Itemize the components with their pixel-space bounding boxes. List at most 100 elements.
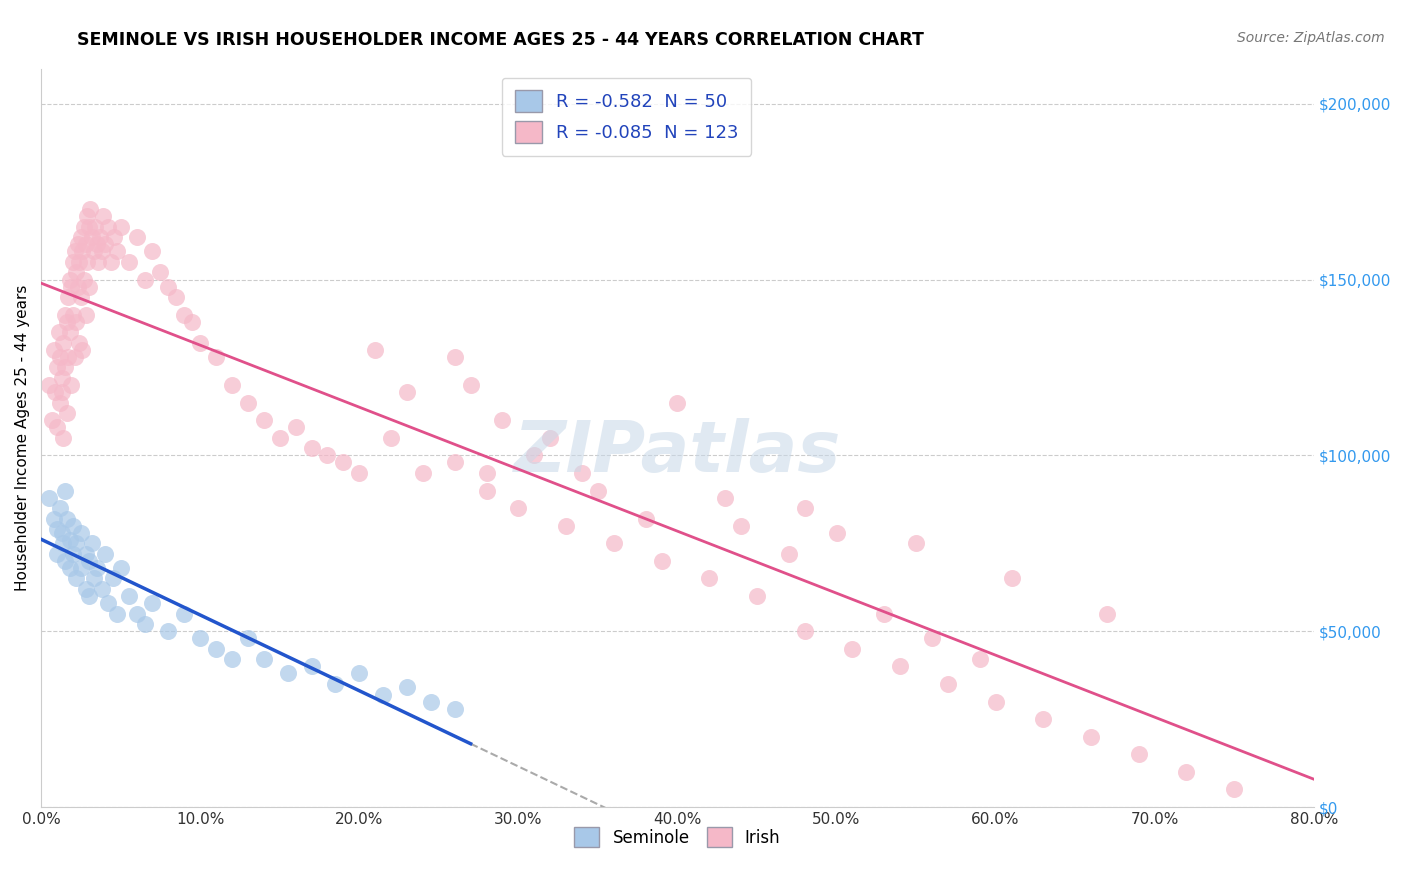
Point [77, 219, 100, 234]
Point [107, 607, 129, 621]
Point [921, 632, 943, 646]
Point [100, 255, 122, 269]
Point [55, 511, 77, 525]
Point [93, 547, 115, 561]
Point [395, 385, 418, 400]
Point [173, 607, 195, 621]
Point [110, 561, 132, 575]
Point [49, 501, 72, 516]
Point [77, 589, 100, 603]
Point [117, 255, 139, 269]
Point [443, 350, 465, 364]
Point [825, 525, 848, 540]
Point [65, 315, 87, 329]
Point [134, 617, 156, 632]
Point [538, 431, 561, 445]
Point [65, 572, 87, 586]
Point [89, 230, 111, 244]
Point [56, 350, 79, 364]
Point [1032, 712, 1054, 726]
Point [714, 491, 737, 505]
Point [41, 413, 63, 427]
Point [53, 360, 76, 375]
Point [349, 666, 371, 681]
Point [221, 378, 243, 392]
Point [51, 385, 73, 400]
Point [80, 230, 103, 244]
Point [332, 455, 354, 469]
Point [103, 230, 125, 244]
Point [84, 219, 107, 234]
Point [90, 244, 112, 259]
Point [149, 265, 172, 279]
Point [53, 483, 76, 498]
Point [969, 652, 991, 666]
Point [52, 431, 75, 445]
Point [253, 413, 276, 427]
Point [59, 561, 82, 575]
Point [157, 624, 180, 639]
Point [125, 607, 148, 621]
Point [55, 315, 77, 329]
Point [905, 536, 928, 550]
Point [253, 652, 276, 666]
Point [46, 360, 69, 375]
Point [419, 694, 441, 708]
Point [491, 413, 513, 427]
Point [60, 279, 83, 293]
Point [475, 483, 498, 498]
Point [75, 237, 97, 252]
Point [80, 536, 103, 550]
Point [73, 219, 96, 234]
Point [301, 659, 323, 673]
Point [523, 449, 546, 463]
Point [77, 279, 100, 293]
Point [236, 632, 259, 646]
Point [60, 378, 83, 392]
Point [157, 279, 180, 293]
Point [97, 596, 120, 610]
Point [66, 237, 89, 252]
Point [165, 290, 187, 304]
Point [301, 442, 323, 456]
Point [107, 244, 129, 259]
Point [205, 641, 228, 656]
Point [984, 694, 1007, 708]
Point [134, 272, 156, 286]
Point [75, 308, 97, 322]
Point [75, 547, 97, 561]
Point [101, 572, 124, 586]
Point [70, 525, 93, 540]
Point [62, 308, 84, 322]
Point [51, 525, 73, 540]
Point [77, 554, 100, 568]
Point [49, 395, 72, 409]
Point [66, 279, 89, 293]
Point [42, 511, 65, 525]
Point [62, 547, 84, 561]
Point [793, 624, 815, 639]
Point [460, 378, 482, 392]
Point [475, 466, 498, 480]
Point [83, 572, 105, 586]
Point [651, 554, 673, 568]
Text: ZIPatlas: ZIPatlas [513, 418, 841, 487]
Text: Source: ZipAtlas.com: Source: ZipAtlas.com [1237, 31, 1385, 45]
Point [59, 272, 82, 286]
Point [46, 522, 69, 536]
Point [93, 237, 115, 252]
Point [67, 255, 90, 269]
Point [59, 533, 82, 547]
Point [62, 518, 84, 533]
Point [181, 315, 204, 329]
Point [778, 547, 800, 561]
Point [236, 395, 259, 409]
Point [72, 343, 94, 357]
Point [188, 632, 211, 646]
Y-axis label: Householder Income Ages 25 - 44 years: Householder Income Ages 25 - 44 years [15, 285, 30, 591]
Point [793, 501, 815, 516]
Point [141, 244, 163, 259]
Point [87, 255, 110, 269]
Point [70, 290, 93, 304]
Point [51, 371, 73, 385]
